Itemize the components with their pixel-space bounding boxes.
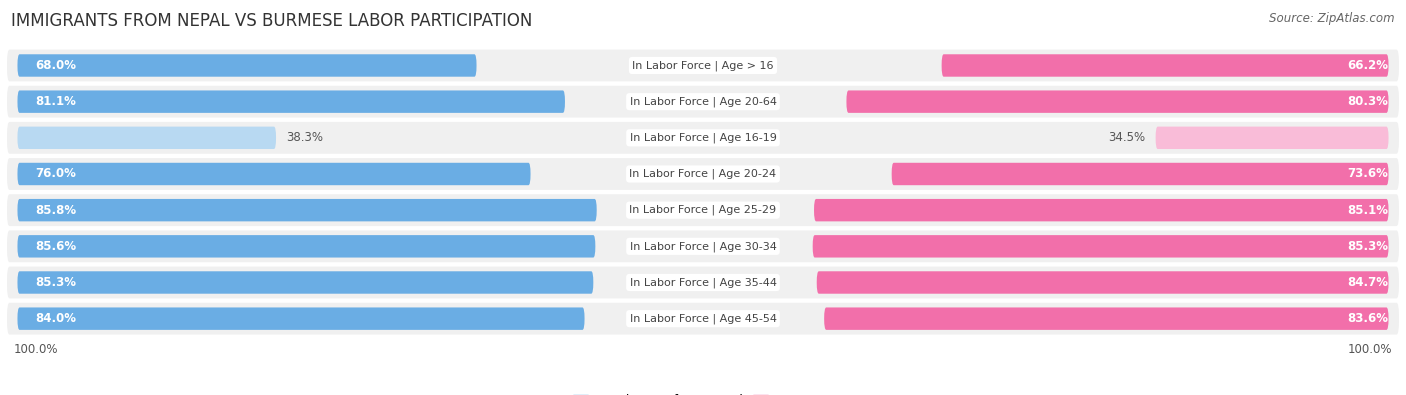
Text: IMMIGRANTS FROM NEPAL VS BURMESE LABOR PARTICIPATION: IMMIGRANTS FROM NEPAL VS BURMESE LABOR P… <box>11 12 533 30</box>
Text: In Labor Force | Age 30-34: In Labor Force | Age 30-34 <box>630 241 776 252</box>
FancyBboxPatch shape <box>17 90 565 113</box>
Text: In Labor Force | Age 35-44: In Labor Force | Age 35-44 <box>630 277 776 288</box>
Legend: Immigrants from Nepal, Burmese: Immigrants from Nepal, Burmese <box>572 394 834 395</box>
Text: 84.7%: 84.7% <box>1347 276 1389 289</box>
FancyBboxPatch shape <box>813 235 1389 258</box>
FancyBboxPatch shape <box>7 267 1399 298</box>
FancyBboxPatch shape <box>7 158 1399 190</box>
Text: 84.0%: 84.0% <box>35 312 76 325</box>
FancyBboxPatch shape <box>7 122 1399 154</box>
FancyBboxPatch shape <box>17 163 530 185</box>
FancyBboxPatch shape <box>817 271 1389 294</box>
Text: 100.0%: 100.0% <box>14 343 59 356</box>
FancyBboxPatch shape <box>7 86 1399 118</box>
Text: In Labor Force | Age 25-29: In Labor Force | Age 25-29 <box>630 205 776 215</box>
FancyBboxPatch shape <box>824 307 1389 330</box>
Text: 66.2%: 66.2% <box>1347 59 1389 72</box>
FancyBboxPatch shape <box>846 90 1389 113</box>
Text: In Labor Force | Age 20-24: In Labor Force | Age 20-24 <box>630 169 776 179</box>
Text: 100.0%: 100.0% <box>1347 343 1392 356</box>
Text: 85.1%: 85.1% <box>1347 204 1389 217</box>
Text: In Labor Force | Age 16-19: In Labor Force | Age 16-19 <box>630 133 776 143</box>
Text: 34.5%: 34.5% <box>1108 131 1144 144</box>
FancyBboxPatch shape <box>17 271 593 294</box>
Text: 80.3%: 80.3% <box>1348 95 1389 108</box>
FancyBboxPatch shape <box>7 49 1399 81</box>
Text: 68.0%: 68.0% <box>35 59 76 72</box>
FancyBboxPatch shape <box>891 163 1389 185</box>
Text: 81.1%: 81.1% <box>35 95 76 108</box>
Text: Source: ZipAtlas.com: Source: ZipAtlas.com <box>1270 12 1395 25</box>
Text: 73.6%: 73.6% <box>1348 167 1389 181</box>
FancyBboxPatch shape <box>7 194 1399 226</box>
Text: 85.6%: 85.6% <box>35 240 76 253</box>
FancyBboxPatch shape <box>1156 127 1389 149</box>
FancyBboxPatch shape <box>814 199 1389 221</box>
FancyBboxPatch shape <box>942 54 1389 77</box>
Text: 85.8%: 85.8% <box>35 204 76 217</box>
FancyBboxPatch shape <box>17 307 585 330</box>
Text: In Labor Force | Age 20-64: In Labor Force | Age 20-64 <box>630 96 776 107</box>
Text: 85.3%: 85.3% <box>1347 240 1389 253</box>
FancyBboxPatch shape <box>17 199 596 221</box>
Text: 76.0%: 76.0% <box>35 167 76 181</box>
Text: In Labor Force | Age 45-54: In Labor Force | Age 45-54 <box>630 313 776 324</box>
FancyBboxPatch shape <box>7 230 1399 262</box>
FancyBboxPatch shape <box>17 235 595 258</box>
FancyBboxPatch shape <box>17 54 477 77</box>
Text: In Labor Force | Age > 16: In Labor Force | Age > 16 <box>633 60 773 71</box>
Text: 83.6%: 83.6% <box>1347 312 1389 325</box>
FancyBboxPatch shape <box>17 127 276 149</box>
FancyBboxPatch shape <box>7 303 1399 335</box>
Text: 38.3%: 38.3% <box>287 131 323 144</box>
Text: 85.3%: 85.3% <box>35 276 76 289</box>
